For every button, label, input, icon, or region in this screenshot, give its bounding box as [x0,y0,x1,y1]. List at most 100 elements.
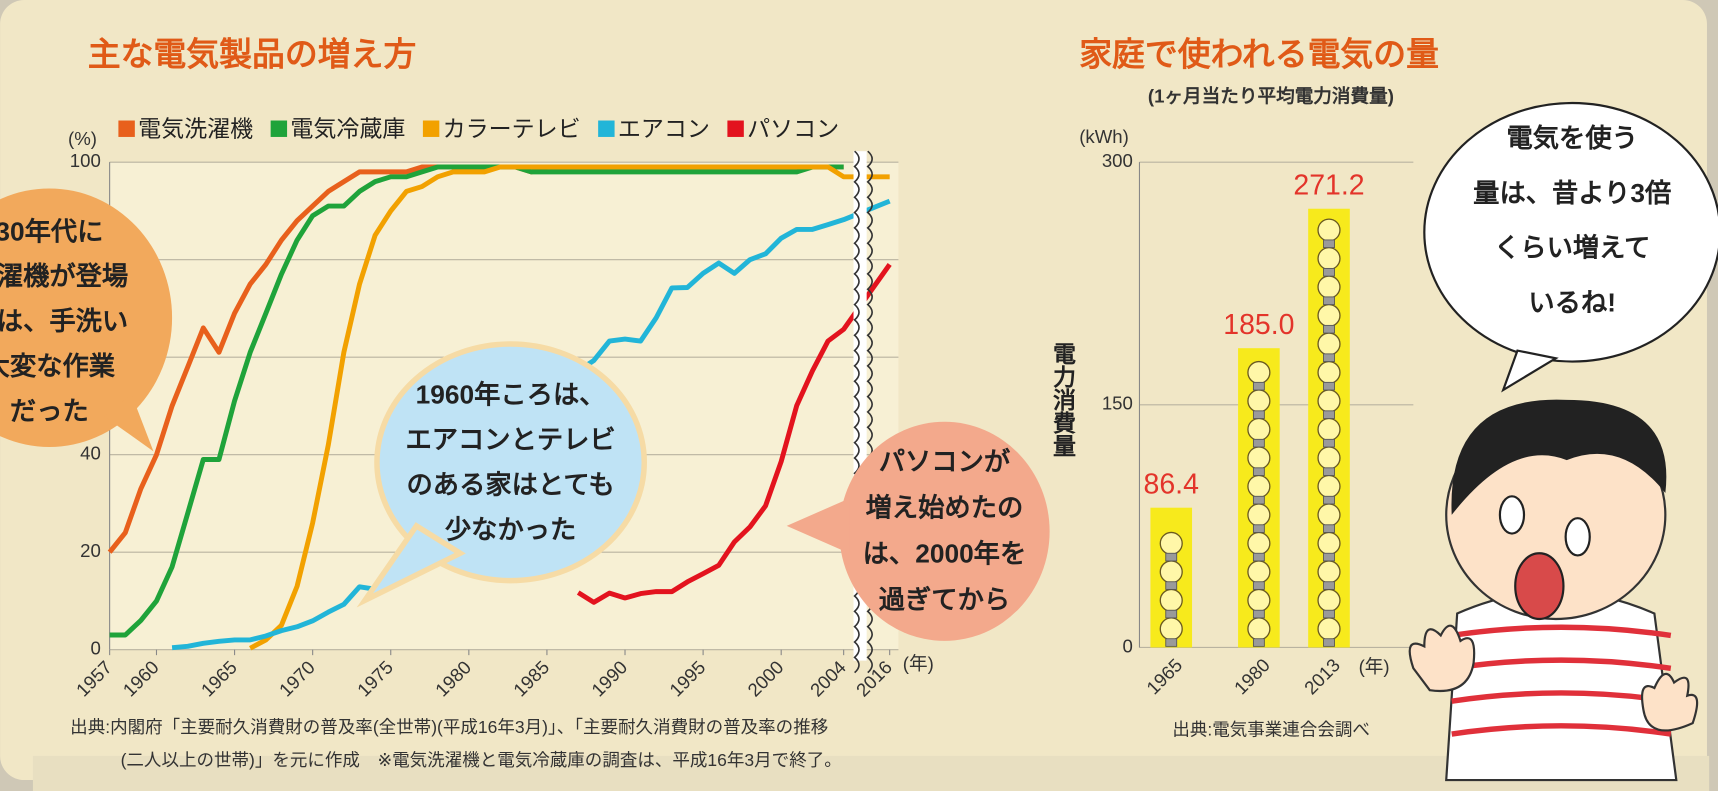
y-tick-label: 0 [1123,635,1133,656]
legend-swatch [727,121,743,137]
y-axis-label: 電力消費量 [1050,342,1077,457]
character-eye [1566,518,1590,555]
bubble-text: 前は、手洗い [0,306,128,336]
bubble-text: 増え始めたの [866,492,1024,522]
bulb-base [1253,639,1264,647]
bubble-text: 量は、昔より3倍 [1473,178,1671,208]
bulb-base [1253,382,1264,390]
bulb-glass [1318,362,1340,384]
bulb-glass [1160,532,1182,554]
bulb-base [1166,639,1177,647]
bulb-base [1324,325,1335,333]
bulb-base [1324,439,1335,447]
legend-label: エアコン [618,115,710,141]
y-tick-label: 300 [1102,150,1133,171]
y-tick-label: 100 [70,150,101,171]
bulb-base [1253,610,1264,618]
legend-swatch [118,121,134,137]
bulb-base [1253,468,1264,476]
legend-swatch [598,121,614,137]
bulb-glass [1318,219,1340,241]
chart-title: 家庭で使われる電気の量 [1079,36,1439,73]
bulb-glass [1248,390,1270,412]
bulb-glass [1318,248,1340,270]
bulb-base [1166,582,1177,590]
bulb-glass [1248,504,1270,526]
chart-page: 主な電気製品の増え方(%)020406080100195719601965197… [0,0,1718,791]
bulb-glass [1248,589,1270,611]
character-mouth [1515,553,1563,619]
bulb-glass [1318,276,1340,298]
bulb-glass [1318,419,1340,441]
page: {"chart_data":[ {"type":"line","title":"… [0,0,1718,791]
bubble-text: 少なかった [445,514,576,544]
source-note: 出典:内閣府「主要耐久消費財の普及率(全世帯)(平成16年3月)」、「主要耐久消… [70,717,828,737]
bulb-base [1253,439,1264,447]
legend-label: 電気洗濯機 [138,115,253,141]
bulb-glass [1318,305,1340,327]
bulb-base [1324,610,1335,618]
y-unit: (%) [68,128,97,149]
bulb-base [1324,582,1335,590]
bubble-text: エアコンとテレビ [405,424,615,454]
bubble-text: くらい増えて [1494,233,1650,263]
bulb-base [1324,240,1335,248]
bulb-glass [1248,532,1270,554]
y-tick-label: 150 [1102,393,1133,414]
bulb-glass [1318,390,1340,412]
bulb-base [1324,496,1335,504]
bubble-text: パソコンが [879,446,1011,476]
bubble-text: いるね! [1528,288,1616,318]
y-unit: (kWh) [1079,126,1129,147]
bulb-glass [1160,561,1182,583]
bulb-glass [1318,618,1340,640]
bubble-text: は、2000年を [863,538,1027,568]
bubble-text: のある家はとても [407,469,615,499]
bulb-base [1324,525,1335,533]
bulb-glass [1248,561,1270,583]
bulb-base [1324,382,1335,390]
bulb-base [1324,354,1335,362]
bulb-base [1324,297,1335,305]
bubble-text: だった [10,396,89,426]
bulb-glass [1160,618,1182,640]
bulb-glass [1318,475,1340,497]
bulb-glass [1318,504,1340,526]
bulb-base [1324,553,1335,561]
bulb-glass [1318,333,1340,355]
bulb-base [1324,411,1335,419]
bulb-base [1253,553,1264,561]
bulb-base [1324,639,1335,647]
chart-subtitle: (1ヶ月当たり平均電力消費量) [1148,85,1394,106]
y-tick-label: 0 [91,638,101,659]
bulb-glass [1318,447,1340,469]
bubble-text: 過ぎてから [879,584,1010,614]
bulb-glass [1248,618,1270,640]
x-unit: (年) [1359,656,1390,677]
value-label: 86.4 [1144,468,1199,500]
bubble-text: 30年代に [0,216,103,246]
legend-label: パソコン [747,115,839,141]
value-label: 271.2 [1293,169,1364,201]
bulb-base [1324,268,1335,276]
character-eye [1500,496,1524,533]
source-note: 出典:電気事業連合会調べ [1172,719,1370,739]
bulb-glass [1248,362,1270,384]
bulb-glass [1248,475,1270,497]
bubble-text: 洗濯機が登場 [0,261,128,291]
bubble-text: 電気を使う [1507,123,1638,153]
bulb-base [1166,610,1177,618]
value-label: 185.0 [1223,309,1294,341]
bulb-glass [1248,419,1270,441]
legend-swatch [423,121,439,137]
chart-title: 主な電気製品の増え方 [88,36,417,73]
legend-label: 電気冷蔵庫 [290,115,405,141]
bulb-base [1253,525,1264,533]
bulb-glass [1248,447,1270,469]
bulb-base [1253,411,1264,419]
bulb-glass [1318,589,1340,611]
bubble-text: 大変な作業 [0,351,116,381]
x-unit: (年) [903,653,934,674]
y-tick-label: 20 [80,540,101,561]
bubble-text: 1960年ころは、 [416,380,606,410]
